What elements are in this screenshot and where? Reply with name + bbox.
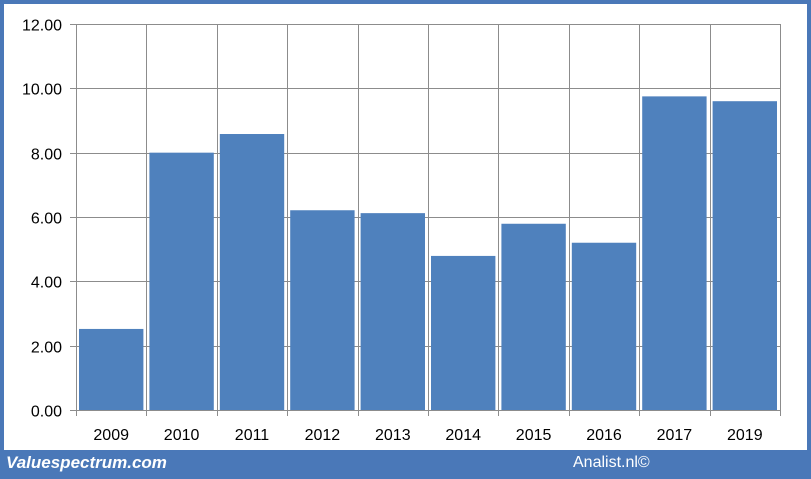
x-tick-label: 2009 bbox=[93, 427, 129, 444]
x-tick-label: 2017 bbox=[657, 427, 693, 444]
bar bbox=[642, 96, 707, 410]
bar bbox=[431, 255, 496, 410]
y-tick-label: 0.00 bbox=[31, 404, 62, 421]
bar bbox=[360, 213, 425, 410]
bar bbox=[712, 101, 777, 410]
x-tick-label: 2016 bbox=[586, 427, 622, 444]
y-tick-label: 2.00 bbox=[31, 340, 62, 357]
footer-credit-label: Analist.nl© bbox=[573, 454, 650, 471]
x-tick-label: 2013 bbox=[375, 427, 411, 444]
x-tick-label: 2019 bbox=[727, 427, 763, 444]
y-tick-label: 4.00 bbox=[31, 275, 62, 292]
x-tick-label: 2015 bbox=[516, 427, 552, 444]
bar bbox=[79, 328, 144, 410]
bar bbox=[149, 152, 214, 410]
bar bbox=[290, 210, 355, 410]
y-tick-label: 12.00 bbox=[22, 18, 62, 35]
footer-source-label: Valuespectrum.com bbox=[6, 453, 167, 472]
x-tick-label: 2014 bbox=[445, 427, 481, 444]
x-tick-label: 2011 bbox=[235, 427, 270, 444]
x-tick-label: 2010 bbox=[164, 427, 200, 444]
x-tick-label: 2012 bbox=[305, 427, 341, 444]
bar bbox=[219, 134, 285, 410]
y-tick-label: 10.00 bbox=[22, 82, 62, 99]
bar bbox=[501, 223, 566, 410]
bar bbox=[571, 242, 637, 410]
y-tick-label: 6.00 bbox=[31, 211, 62, 228]
y-tick-label: 8.00 bbox=[31, 147, 62, 164]
